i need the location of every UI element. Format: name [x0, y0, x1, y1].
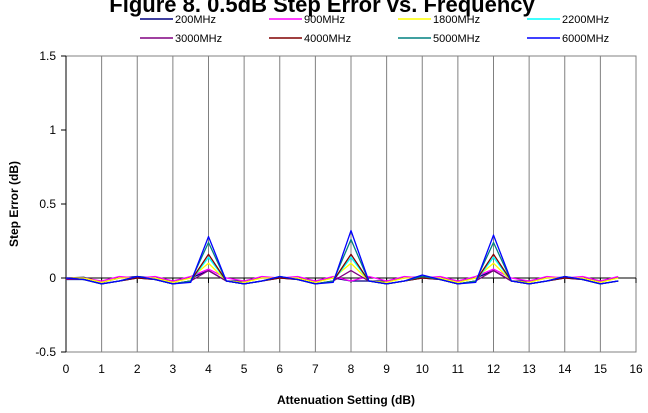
chart-title: Figure 8. 0.5dB Step Error vs. Frequency — [109, 0, 535, 17]
legend-label: 4000MHz — [304, 33, 351, 45]
legend-label: 6000MHz — [562, 33, 609, 45]
x-tick-label: 12 — [487, 362, 501, 376]
y-tick-label: 0.5 — [39, 197, 56, 211]
x-tick-label: 2 — [134, 362, 141, 376]
x-tick-label: 11 — [452, 362, 465, 376]
legend-label: 5000MHz — [433, 33, 480, 45]
x-tick-label: 16 — [629, 362, 643, 376]
x-tick-labels: 0 1 2 3 4 5 6 7 8 9 10 11 12 13 14 15 16 — [63, 362, 643, 376]
x-tick-label: 7 — [312, 362, 319, 376]
y-axis-label: Step Error (dB) — [7, 161, 21, 247]
series-line-6000mhz — [65, 229, 619, 285]
x-tick-label: 13 — [522, 362, 536, 376]
x-tick-label: 10 — [416, 362, 430, 376]
gridlines — [101, 56, 601, 352]
series-lines — [65, 229, 619, 285]
x-tick-label: 3 — [170, 362, 177, 376]
x-tick-label: 5 — [241, 362, 248, 376]
legend-label: 1800MHz — [433, 14, 480, 26]
y-tick-label: 0 — [49, 271, 56, 285]
legend-label: 900MHz — [304, 14, 345, 26]
series-line-1800mhz — [66, 262, 619, 284]
legend-label: 200MHz — [175, 14, 216, 26]
legend: 200MHz 900MHz 1800MHz 2200MHz 3000MHz 4000MHz… — [140, 14, 609, 45]
x-tick-label: 6 — [276, 362, 283, 376]
y-tick-label: -0.5 — [35, 345, 56, 359]
x-tick-label: 15 — [594, 362, 608, 376]
legend-label: 3000MHz — [175, 33, 222, 45]
x-axis-label: Attenuation Setting (dB) — [277, 393, 415, 407]
x-tick-label: 1 — [98, 362, 105, 376]
x-tick-label: 9 — [383, 362, 390, 376]
y-tick-labels: -0.5 0 0.5 1 1.5 — [35, 49, 56, 359]
x-tick-label: 0 — [63, 362, 70, 376]
x-tick-label: 14 — [558, 362, 572, 376]
x-tick-label: 8 — [348, 362, 355, 376]
y-tick-label: 1 — [49, 123, 56, 137]
series-line-900mhz — [66, 268, 619, 282]
x-tick-label: 4 — [205, 362, 212, 376]
y-tick-label: 1.5 — [39, 49, 56, 63]
legend-label: 2200MHz — [562, 14, 609, 26]
